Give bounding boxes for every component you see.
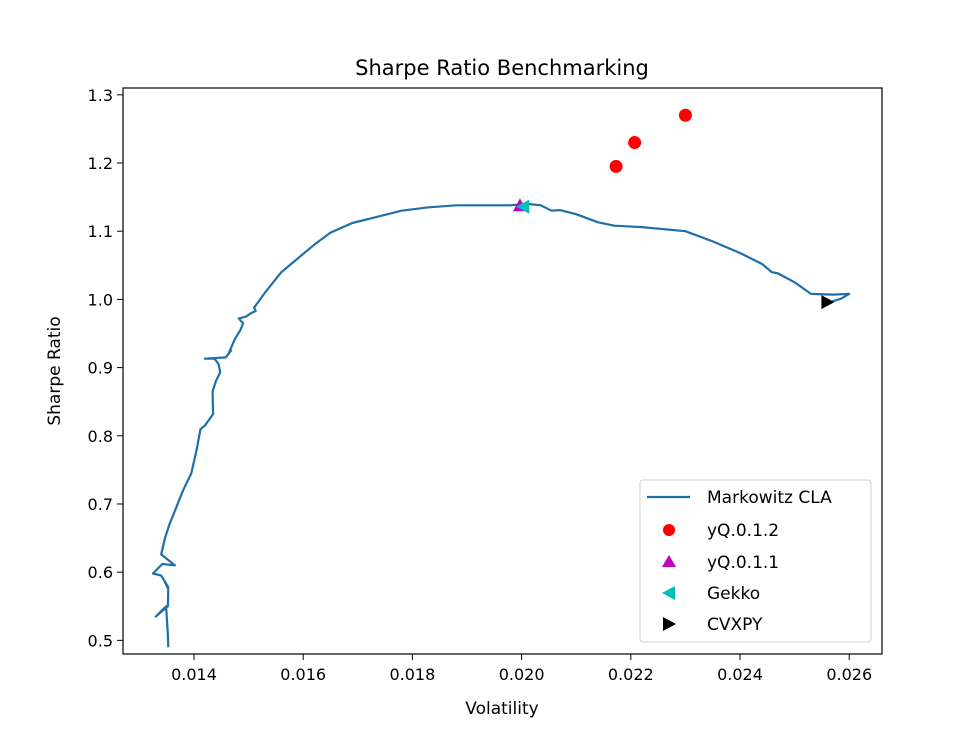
x-axis-label: Volatility [465,699,538,719]
x-tick-label: 0.026 [826,665,872,684]
legend-label-cvxpy: CVXPY [707,615,763,635]
marker-gekko [516,199,530,214]
series-line-markowitz-cla [151,202,851,648]
y-tick-label: 1.0 [88,290,113,309]
legend-box [639,479,872,643]
y-tick-label: 1.3 [88,86,113,105]
y-tick-label: 0.6 [88,563,113,582]
legend: Markowitz CLA yQ.0.1.2 yQ.0.1.1 Gekko CV… [639,479,872,643]
x-tick-label: 0.022 [608,665,654,684]
series-markers [512,108,835,310]
legend-swatch-yq-0-1-1 [662,555,676,567]
legend-swatch-gekko [662,586,675,600]
marker-yq-0-1-2 [678,108,692,122]
legend-swatch-cvxpy [663,617,676,631]
y-tick-label: 1.2 [88,154,113,173]
legend-label-yq-0-1-1: yQ.0.1.1 [707,553,779,573]
y-tick-label: 0.9 [88,359,113,378]
marker-yq-0-1-2 [609,159,623,173]
y-tick-label: 1.1 [88,222,113,241]
y-tick-label: 0.7 [88,495,113,514]
legend-label-markowitz-cla: Markowitz CLA [707,488,832,508]
x-tick-label: 0.024 [717,665,763,684]
x-tick-label: 0.018 [389,665,435,684]
y-tick-label: 0.5 [88,631,113,650]
legend-label-gekko: Gekko [707,584,760,604]
plot-area [151,108,851,648]
y-axis-ticks: 0.5 0.6 0.7 0.8 0.9 1.0 1.1 1.2 1.3 [88,86,123,650]
x-tick-label: 0.020 [499,665,545,684]
marker-cvxpy [821,295,835,310]
chart-title: Sharpe Ratio Benchmarking [355,56,649,80]
marker-yq-0-1-2 [628,136,642,150]
y-axis-label: Sharpe Ratio [45,316,65,425]
legend-label-yq-0-1-2: yQ.0.1.2 [707,521,779,541]
x-axis-ticks: 0.014 0.016 0.018 0.020 0.022 0.024 0.026 [171,654,872,684]
legend-swatch-yq-0-1-2 [663,524,675,536]
x-tick-label: 0.014 [171,665,217,684]
x-tick-label: 0.016 [280,665,326,684]
plot-frame [122,87,883,655]
y-tick-label: 0.8 [88,427,113,446]
